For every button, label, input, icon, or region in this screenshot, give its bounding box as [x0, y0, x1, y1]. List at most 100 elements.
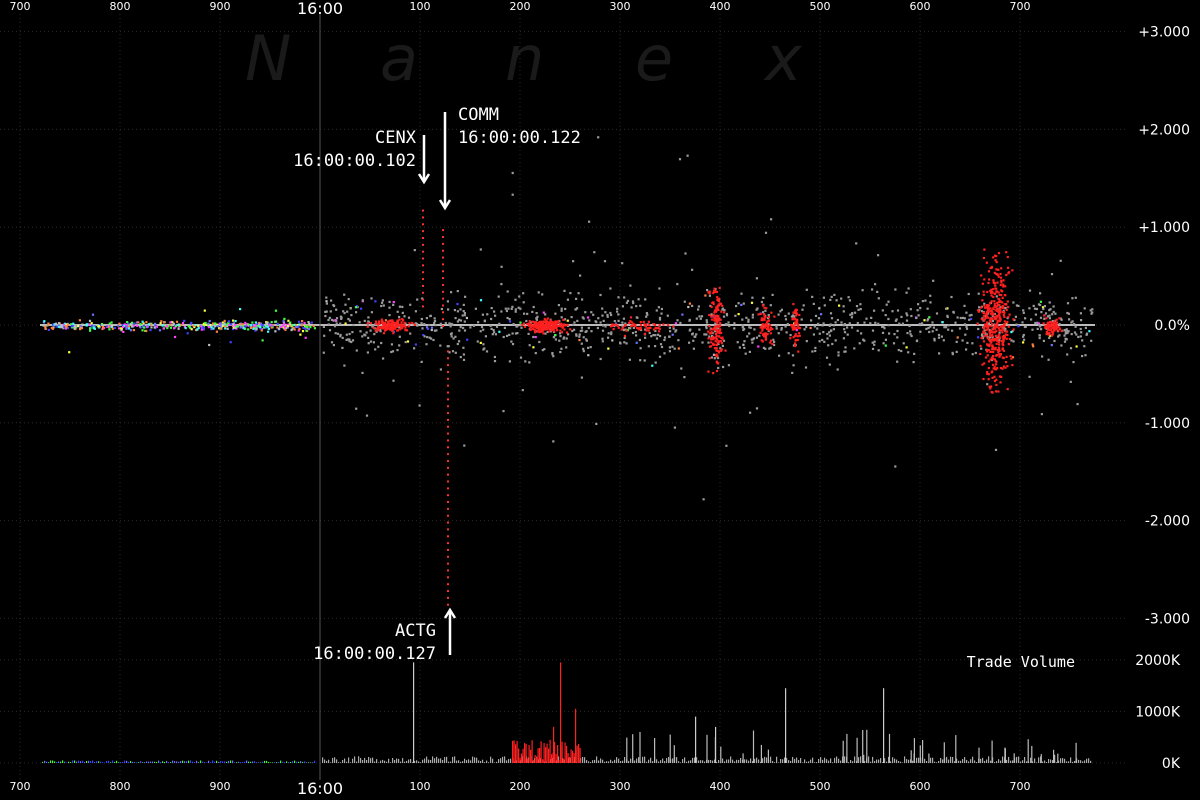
- volume-bar: [730, 756, 732, 763]
- trade-point: [1006, 300, 1009, 303]
- trade-point: [324, 310, 327, 313]
- trade-point: [752, 337, 755, 340]
- trade-point: [848, 322, 851, 325]
- trade-point: [772, 338, 775, 341]
- trade-point: [713, 326, 716, 329]
- trade-point: [330, 299, 333, 302]
- trade-point: [794, 323, 797, 326]
- volume-bar: [126, 760, 128, 763]
- volume-bar: [194, 762, 196, 763]
- trade-point: [986, 337, 989, 340]
- trade-point: [194, 324, 197, 327]
- trade-point: [197, 324, 200, 327]
- trade-point: [998, 337, 1001, 340]
- volume-bar: [774, 762, 776, 763]
- trade-point: [534, 324, 537, 327]
- trade-point: [651, 364, 654, 367]
- volume-bar: [760, 761, 762, 763]
- trade-point: [805, 325, 808, 329]
- trade-point: [145, 321, 148, 324]
- volume-bar: [450, 761, 452, 763]
- trade-point: [407, 316, 411, 319]
- trade-point: [900, 349, 903, 353]
- trade-point: [345, 333, 348, 336]
- trade-point: [1090, 339, 1093, 342]
- trade-point: [616, 307, 619, 310]
- trade-point: [913, 352, 916, 355]
- trade-point: [638, 327, 641, 331]
- trade-point: [1004, 307, 1007, 310]
- trade-point: [127, 322, 130, 325]
- volume-bar: [940, 758, 942, 763]
- trade-point: [462, 353, 465, 356]
- trade-point: [43, 320, 46, 323]
- trade-point: [851, 312, 854, 315]
- volume-bar: [346, 761, 348, 763]
- volume-bar: [936, 762, 938, 763]
- trade-point: [573, 328, 576, 331]
- volume-bar: [182, 760, 184, 763]
- volume-bar: [527, 758, 529, 763]
- volume-bar: [1088, 758, 1090, 763]
- trade-point: [456, 303, 459, 306]
- trade-point: [525, 319, 528, 323]
- trade-point: [747, 318, 750, 321]
- trade-point: [225, 323, 228, 326]
- trade-point: [777, 313, 780, 316]
- volume-bar: [86, 761, 88, 763]
- trade-point: [749, 326, 752, 329]
- trade-point: [1048, 314, 1051, 317]
- trade-point: [581, 316, 584, 319]
- trade-point: [1037, 303, 1041, 306]
- trade-point: [1047, 321, 1050, 324]
- volume-bar: [374, 761, 376, 763]
- trade-point: [66, 326, 70, 330]
- volume-bar: [518, 748, 520, 763]
- volume-bar: [304, 761, 306, 763]
- trade-point: [715, 336, 718, 339]
- trade-point: [994, 448, 998, 451]
- trade-point: [796, 335, 799, 338]
- trade-point: [391, 350, 395, 353]
- volume-bar: [242, 762, 244, 763]
- volume-bar: [138, 762, 140, 763]
- volume-bar: [673, 745, 675, 763]
- volume-bar: [764, 756, 766, 763]
- volume-bar: [876, 759, 878, 763]
- trade-point: [172, 322, 175, 325]
- trade-point: [985, 356, 988, 359]
- trade-point: [232, 328, 235, 331]
- volume-bar: [628, 760, 630, 763]
- trade-point: [549, 325, 552, 328]
- volume-bar: [854, 756, 856, 763]
- volume-bar: [998, 759, 1000, 763]
- trade-point: [798, 334, 801, 337]
- trade-point: [986, 343, 989, 346]
- trade-point: [648, 326, 651, 329]
- volume-bar: [606, 761, 608, 763]
- y-tick-price: +3.000: [1138, 25, 1190, 41]
- trade-point: [384, 326, 387, 329]
- trade-point: [994, 282, 997, 285]
- volume-bar: [156, 761, 158, 763]
- trade-point: [767, 324, 770, 327]
- volume-bar: [1038, 757, 1040, 763]
- trade-point: [714, 328, 717, 332]
- trade-point: [632, 326, 635, 329]
- trade-point: [660, 307, 663, 311]
- trade-point: [123, 323, 126, 326]
- volume-bar: [810, 759, 812, 763]
- volume-bar: [232, 760, 234, 763]
- trade-point: [676, 319, 679, 322]
- x-tick-bottom: 400: [710, 780, 731, 793]
- trade-point: [963, 317, 966, 320]
- trade-point: [322, 351, 325, 354]
- trade-point: [891, 310, 894, 313]
- trade-point: [716, 341, 719, 344]
- trade-point: [392, 320, 395, 323]
- trade-point: [720, 331, 723, 334]
- trade-point: [1055, 318, 1058, 321]
- volume-bar: [236, 762, 238, 763]
- trade-point: [414, 322, 417, 325]
- trade-point: [1006, 388, 1009, 391]
